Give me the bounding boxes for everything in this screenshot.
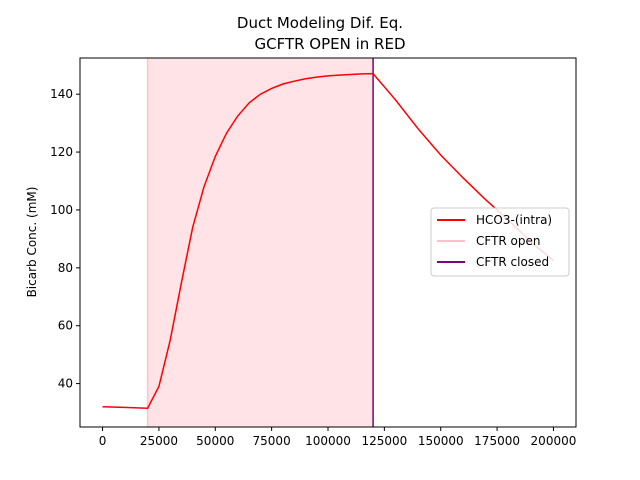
legend-label: HCO3-(intra) — [476, 213, 552, 227]
legend-box — [430, 207, 570, 277]
x-tick-label: 75000 — [253, 434, 291, 448]
series-line-hco3-intra — [102, 72, 554, 409]
x-tick-label: 200000 — [531, 434, 577, 448]
chart-title-line-2: GCFTR OPEN in RED — [254, 35, 405, 53]
x-tick-label: 0 — [99, 434, 107, 448]
y-axis-label: Bicarb Conc. (mM) — [25, 187, 39, 298]
y-tick-label: 80 — [58, 261, 73, 275]
legend-label: CFTR closed — [476, 255, 549, 269]
x-tick-label: 50000 — [196, 434, 234, 448]
y-tick-label: 120 — [50, 145, 73, 159]
x-tick-label: 150000 — [418, 434, 464, 448]
y-tick-label: 40 — [58, 377, 73, 391]
y-tick-label: 140 — [50, 87, 73, 101]
x-tick-label: 175000 — [474, 434, 520, 448]
chart-title-line-1: Duct Modeling Dif. Eq. — [237, 14, 403, 32]
x-tick-label: 125000 — [361, 434, 407, 448]
x-tick-label: 25000 — [140, 434, 178, 448]
y-tick-label: 60 — [58, 319, 73, 333]
legend: HCO3-(intra) CFTR open CFTR closed — [430, 207, 570, 277]
x-tick-label: 100000 — [305, 434, 351, 448]
legend-label: CFTR open — [476, 234, 541, 248]
y-tick-label: 100 — [50, 203, 73, 217]
cftr-open-region — [147, 58, 374, 427]
